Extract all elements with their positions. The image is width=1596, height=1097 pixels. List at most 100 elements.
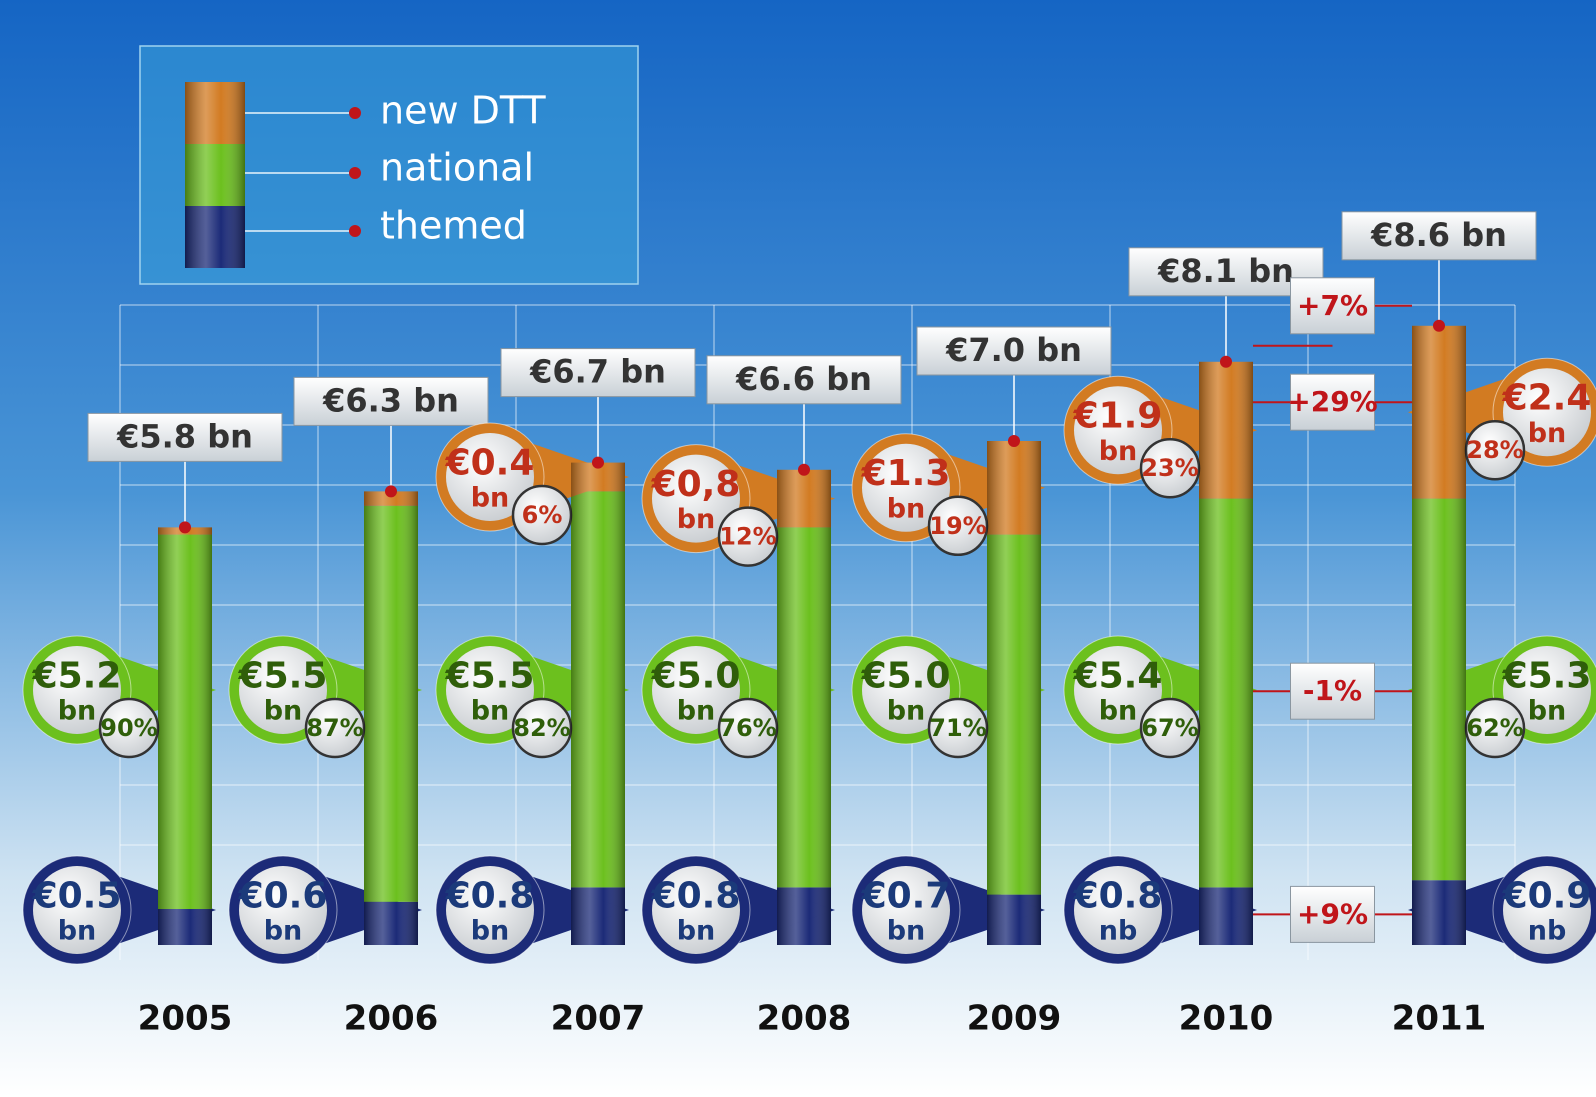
total-label: €8.6 bn (1370, 216, 1507, 254)
value-bubble (641, 635, 835, 745)
bubble-face (652, 866, 740, 954)
bar-shade (364, 491, 418, 945)
legend-label: national (380, 146, 534, 190)
value-label: €0.8 nb (1073, 875, 1163, 946)
share-label: 90% (100, 714, 157, 742)
bubble-face (1503, 866, 1591, 954)
value-label: €0.9 nb (1502, 875, 1592, 946)
bubble-face (33, 866, 121, 954)
bubble-face (1074, 866, 1162, 954)
growth-box (1290, 662, 1375, 720)
x-tick-label: 2009 (967, 999, 1062, 1039)
bar-shade (158, 527, 212, 945)
share-label: 19% (929, 512, 986, 540)
x-tick-label: 2005 (138, 999, 233, 1039)
value-label: €1.9 bn (1073, 396, 1163, 467)
share-label: 62% (1466, 714, 1523, 742)
value-bubble (1063, 635, 1257, 745)
total-dot (385, 485, 397, 498)
bar-shade (571, 462, 625, 945)
legend: new DTT national themed (139, 45, 639, 285)
value-bubble (851, 855, 1045, 965)
growth-label: +7% (1297, 289, 1368, 322)
share-label: 71% (929, 714, 986, 742)
x-tick-label: 2010 (1179, 999, 1274, 1039)
bubble-face (446, 866, 534, 954)
bubble-face (446, 646, 534, 734)
value-label: €1.3 bn (861, 453, 951, 524)
x-tick-label: 2007 (551, 999, 646, 1039)
bubble-face (862, 443, 950, 532)
bubble-face (652, 646, 740, 734)
value-label: €0.8 bn (651, 875, 741, 946)
value-bubble (1408, 855, 1596, 965)
bubble-face (446, 433, 534, 521)
total-box (500, 348, 696, 398)
bubble-face (33, 646, 121, 734)
value-label: €5.5 bn (445, 655, 535, 726)
value-bubble (435, 855, 629, 965)
share-label: 82% (513, 714, 570, 742)
value-label: €0,8 bn (651, 464, 741, 535)
growth-label: +9% (1297, 897, 1368, 930)
bubble-face (1503, 368, 1591, 457)
value-label: €5.3 bn (1502, 655, 1592, 726)
value-label: €5.0 bn (651, 655, 741, 726)
bubble-face (1074, 646, 1162, 734)
bubble-face (1074, 386, 1162, 475)
legend-dots (349, 107, 361, 237)
value-label: €5.0 bn (861, 655, 951, 726)
x-tick-label: 2006 (344, 999, 439, 1039)
share-label: 28% (1466, 436, 1523, 464)
share-label: 12% (719, 523, 776, 551)
growth-box (1290, 885, 1375, 943)
value-label: €0.6 bn (238, 875, 328, 946)
value-label: €5.2 bn (32, 655, 122, 726)
value-bubble (1063, 855, 1257, 965)
bar-shade (777, 469, 831, 945)
value-label: €5.5 bn (238, 655, 328, 726)
bubble-face (652, 454, 740, 543)
value-bubble (22, 855, 216, 965)
bubble-face (862, 866, 950, 954)
share-label: 87% (306, 714, 363, 742)
bubble-face (1503, 646, 1591, 734)
legend-leaders (245, 112, 355, 232)
value-label: €0.7 bn (861, 875, 951, 946)
total-box (1341, 211, 1537, 261)
total-box (87, 412, 283, 462)
total-dot (592, 456, 604, 469)
bubble-face (239, 866, 327, 954)
value-label: €0.4 bn (445, 442, 535, 513)
total-dot (1008, 435, 1020, 447)
legend-shade (185, 82, 245, 268)
total-box (706, 355, 902, 405)
growth-box (1290, 277, 1375, 335)
legend-label: themed (380, 204, 527, 248)
total-label: €8.1 bn (1157, 252, 1294, 290)
share-label: 6% (522, 501, 563, 529)
total-label: €5.8 bn (116, 417, 253, 455)
bar-shade (1199, 361, 1253, 945)
legend-label: new DTT (380, 89, 546, 133)
total-box (293, 376, 489, 426)
bar-shade (987, 441, 1041, 945)
value-label: €0.5 bn (32, 875, 122, 946)
total-dot (1220, 355, 1232, 368)
value-label: €0.8 bn (445, 875, 535, 946)
value-bubble (641, 855, 835, 965)
value-label: €2.4 bn (1502, 378, 1592, 449)
x-tick-label: 2011 (1392, 999, 1487, 1039)
total-label: €6.3 bn (322, 381, 459, 419)
value-label: €5.4 bn (1073, 655, 1163, 726)
share-label: 23% (1141, 454, 1198, 482)
growth-label: -1% (1303, 674, 1362, 707)
bubble-face (239, 646, 327, 734)
growth-label: +29% (1287, 385, 1377, 418)
bar-shade (1412, 325, 1466, 945)
total-box (916, 326, 1112, 376)
total-label: €6.6 bn (735, 360, 872, 398)
value-bubble (228, 855, 422, 965)
total-dot (1433, 319, 1445, 332)
